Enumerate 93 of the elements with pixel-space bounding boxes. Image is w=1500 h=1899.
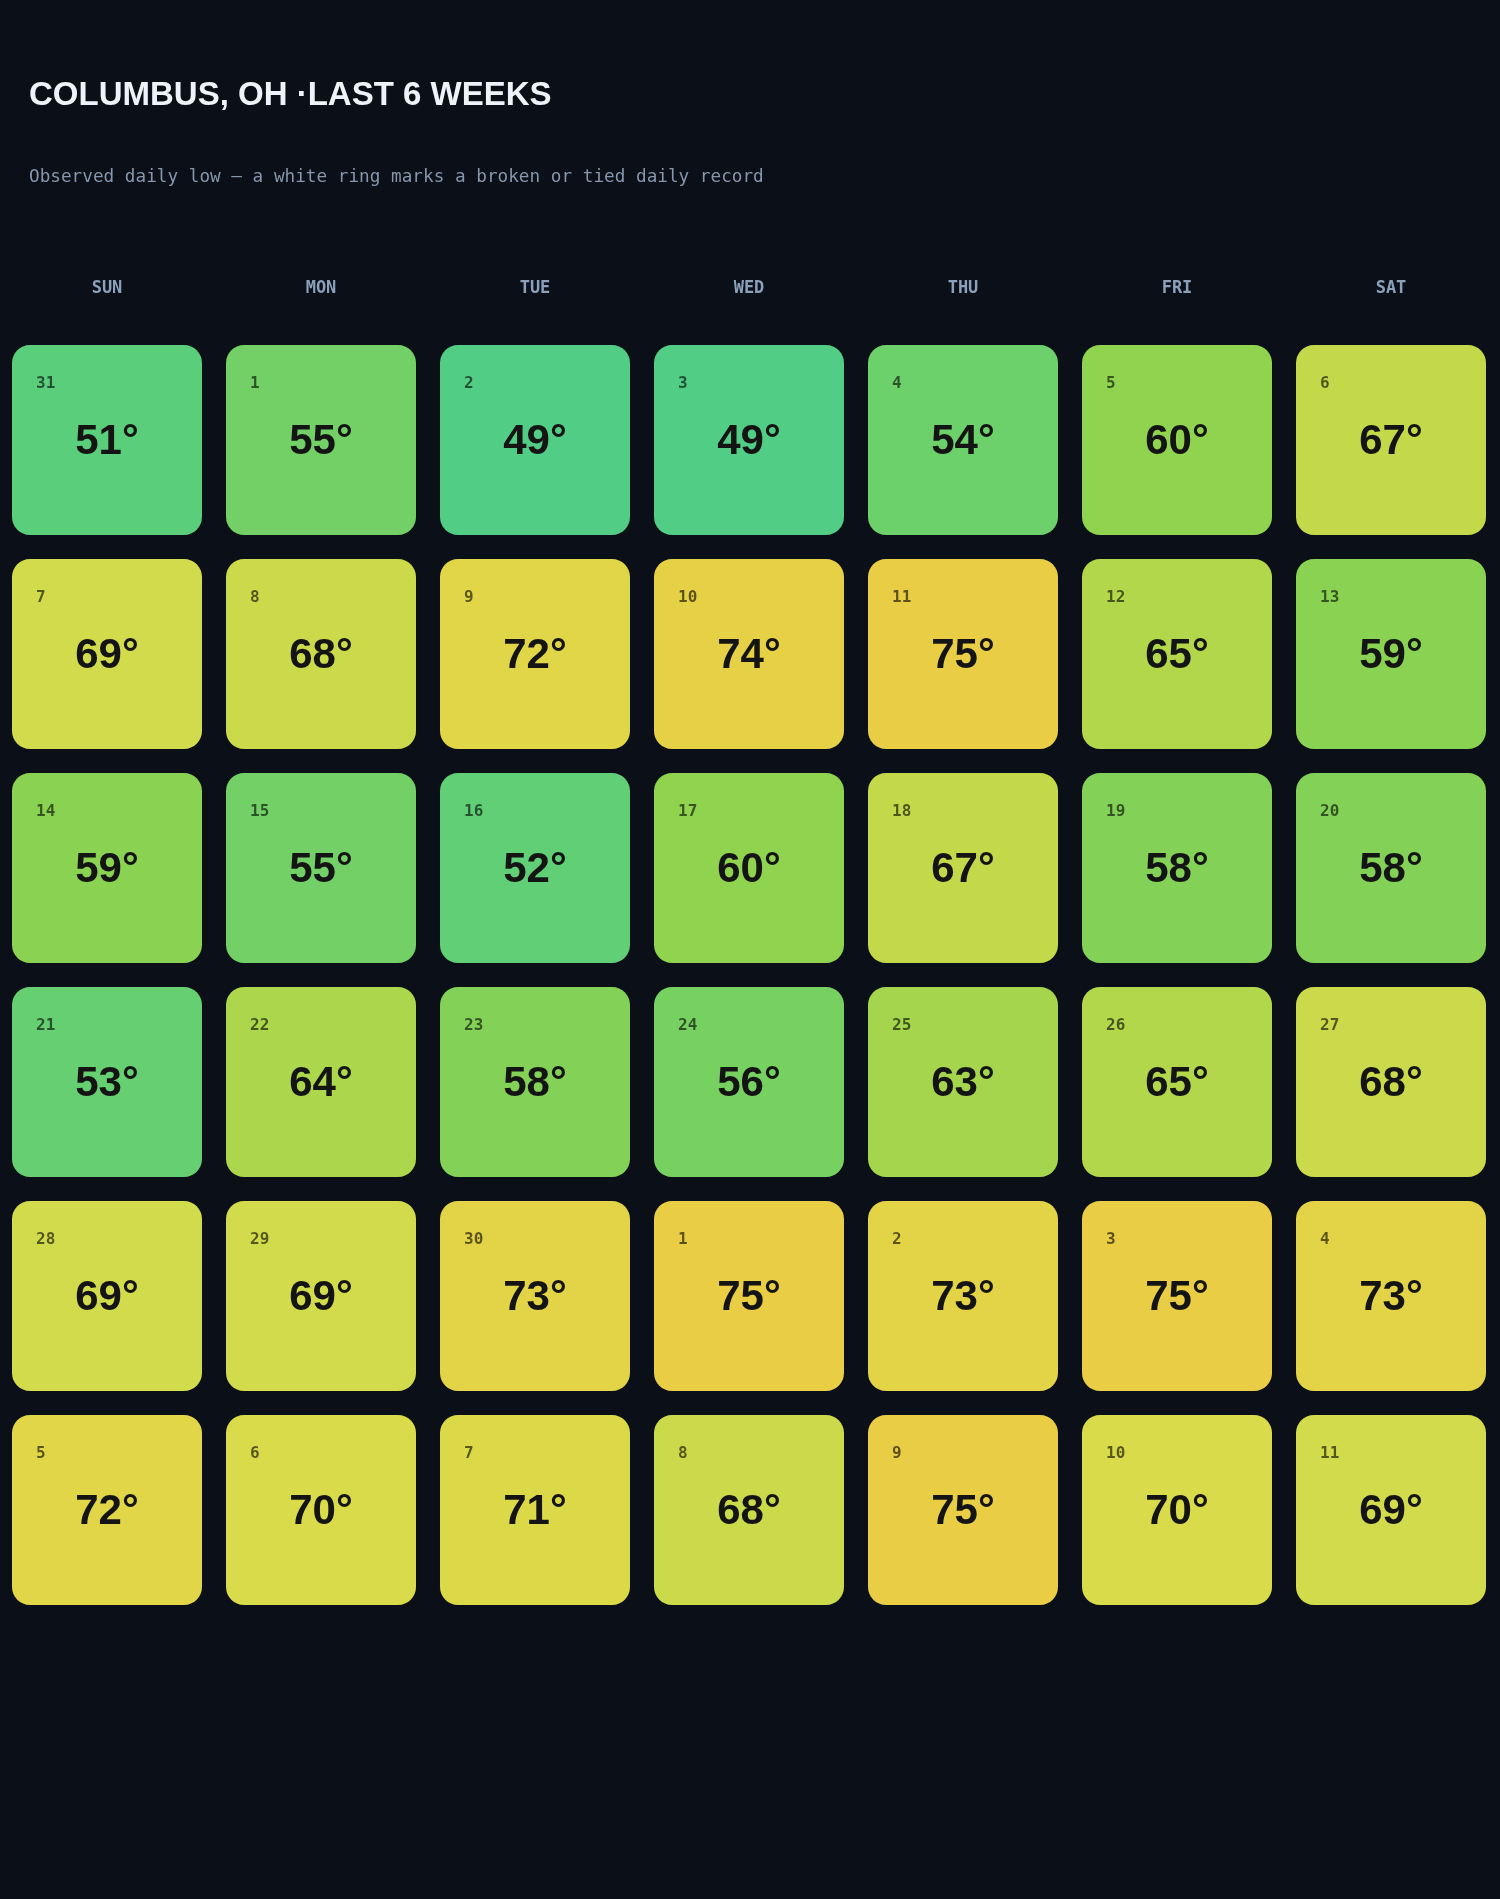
- annotation: 8: [678, 1443, 688, 1462]
- annotation: 5: [36, 1443, 46, 1462]
- annotation: 2: [892, 1229, 902, 1248]
- x-tick-label: TUE: [519, 276, 551, 297]
- data-label: 59°: [1359, 630, 1423, 677]
- annotation: 14: [36, 801, 56, 820]
- data-label: 60°: [1145, 416, 1209, 463]
- data-label: 73°: [503, 1272, 567, 1319]
- data-label: 64°: [289, 1058, 353, 1105]
- annotation: 20: [1320, 801, 1340, 820]
- data-label: 60°: [717, 844, 781, 891]
- annotation: 9: [892, 1443, 902, 1462]
- annotation: 1: [250, 373, 260, 392]
- annotation: 27: [1320, 1015, 1340, 1034]
- data-label: 71°: [503, 1486, 567, 1533]
- annotation: 19: [1106, 801, 1126, 820]
- annotation: 15: [250, 801, 270, 820]
- annotation: 30: [464, 1229, 484, 1248]
- data-label: 49°: [717, 416, 781, 463]
- data-label: 67°: [1359, 416, 1423, 463]
- annotation: 28: [36, 1229, 56, 1248]
- x-tick-label: THU: [947, 276, 979, 297]
- annotation: 29: [250, 1229, 270, 1248]
- data-label: 69°: [289, 1272, 353, 1319]
- data-label: 73°: [931, 1272, 995, 1319]
- annotation: 21: [36, 1015, 56, 1034]
- data-label: 68°: [1359, 1058, 1423, 1105]
- annotation: 13: [1320, 587, 1340, 606]
- chart-title: COLUMBUS, OH ·LAST 6 WEEKS: [29, 75, 552, 113]
- data-label: 72°: [503, 630, 567, 677]
- annotation: 7: [464, 1443, 474, 1462]
- data-label: 72°: [75, 1486, 139, 1533]
- data-label: 58°: [503, 1058, 567, 1105]
- annotation: 22: [250, 1015, 270, 1034]
- data-label: 54°: [931, 416, 995, 463]
- annotation: 24: [678, 1015, 698, 1034]
- annotation: 18: [892, 801, 912, 820]
- data-label: 58°: [1359, 844, 1423, 891]
- data-label: 75°: [1145, 1272, 1209, 1319]
- annotation: 3: [678, 373, 688, 392]
- data-label: 75°: [717, 1272, 781, 1319]
- chart-subtitle: Observed daily low — a white ring marks a broken or tied daily record: [29, 166, 764, 187]
- data-label: 69°: [1359, 1486, 1423, 1533]
- annotation: 2: [464, 373, 474, 392]
- data-label: 55°: [289, 416, 353, 463]
- data-label: 55°: [289, 844, 353, 891]
- annotation: 25: [892, 1015, 912, 1034]
- annotation: 10: [1106, 1443, 1126, 1462]
- annotation: 26: [1106, 1015, 1126, 1034]
- annotation: 9: [464, 587, 474, 606]
- annotation: 8: [250, 587, 260, 606]
- data-label: 75°: [931, 630, 995, 677]
- data-label: 52°: [503, 844, 567, 891]
- data-label: 74°: [717, 630, 781, 677]
- data-label: 65°: [1145, 1058, 1209, 1105]
- data-label: 68°: [289, 630, 353, 677]
- data-label: 70°: [1145, 1486, 1209, 1533]
- data-label: 53°: [75, 1058, 139, 1105]
- annotation: 4: [1320, 1229, 1330, 1248]
- annotation: 23: [464, 1015, 484, 1034]
- annotation: 11: [892, 587, 912, 606]
- data-label: 69°: [75, 1272, 139, 1319]
- data-label: 63°: [931, 1058, 995, 1105]
- data-label: 75°: [931, 1486, 995, 1533]
- data-label: 59°: [75, 844, 139, 891]
- annotation: 3: [1106, 1229, 1116, 1248]
- x-tick-label: MON: [305, 276, 337, 297]
- annotation: 1: [678, 1229, 688, 1248]
- data-label: 49°: [503, 416, 567, 463]
- annotation: 11: [1320, 1443, 1340, 1462]
- data-label: 73°: [1359, 1272, 1423, 1319]
- data-label: 70°: [289, 1486, 353, 1533]
- x-tick-label: WED: [733, 276, 765, 297]
- data-label: 65°: [1145, 630, 1209, 677]
- data-label: 68°: [717, 1486, 781, 1533]
- x-tick-label: SAT: [1375, 276, 1407, 297]
- annotation: 4: [892, 373, 902, 392]
- data-label: 58°: [1145, 844, 1209, 891]
- annotation: 6: [250, 1443, 260, 1462]
- annotation: 16: [464, 801, 484, 820]
- data-label: 69°: [75, 630, 139, 677]
- data-label: 67°: [931, 844, 995, 891]
- data-label: 56°: [717, 1058, 781, 1105]
- data-label: 51°: [75, 416, 139, 463]
- annotation: 6: [1320, 373, 1330, 392]
- annotation: 17: [678, 801, 698, 820]
- annotation: 5: [1106, 373, 1116, 392]
- annotation: 12: [1106, 587, 1126, 606]
- x-tick-label: SUN: [91, 276, 123, 297]
- annotation: 7: [36, 587, 46, 606]
- annotation: 10: [678, 587, 698, 606]
- x-tick-label: FRI: [1161, 276, 1193, 297]
- annotation: 31: [36, 373, 56, 392]
